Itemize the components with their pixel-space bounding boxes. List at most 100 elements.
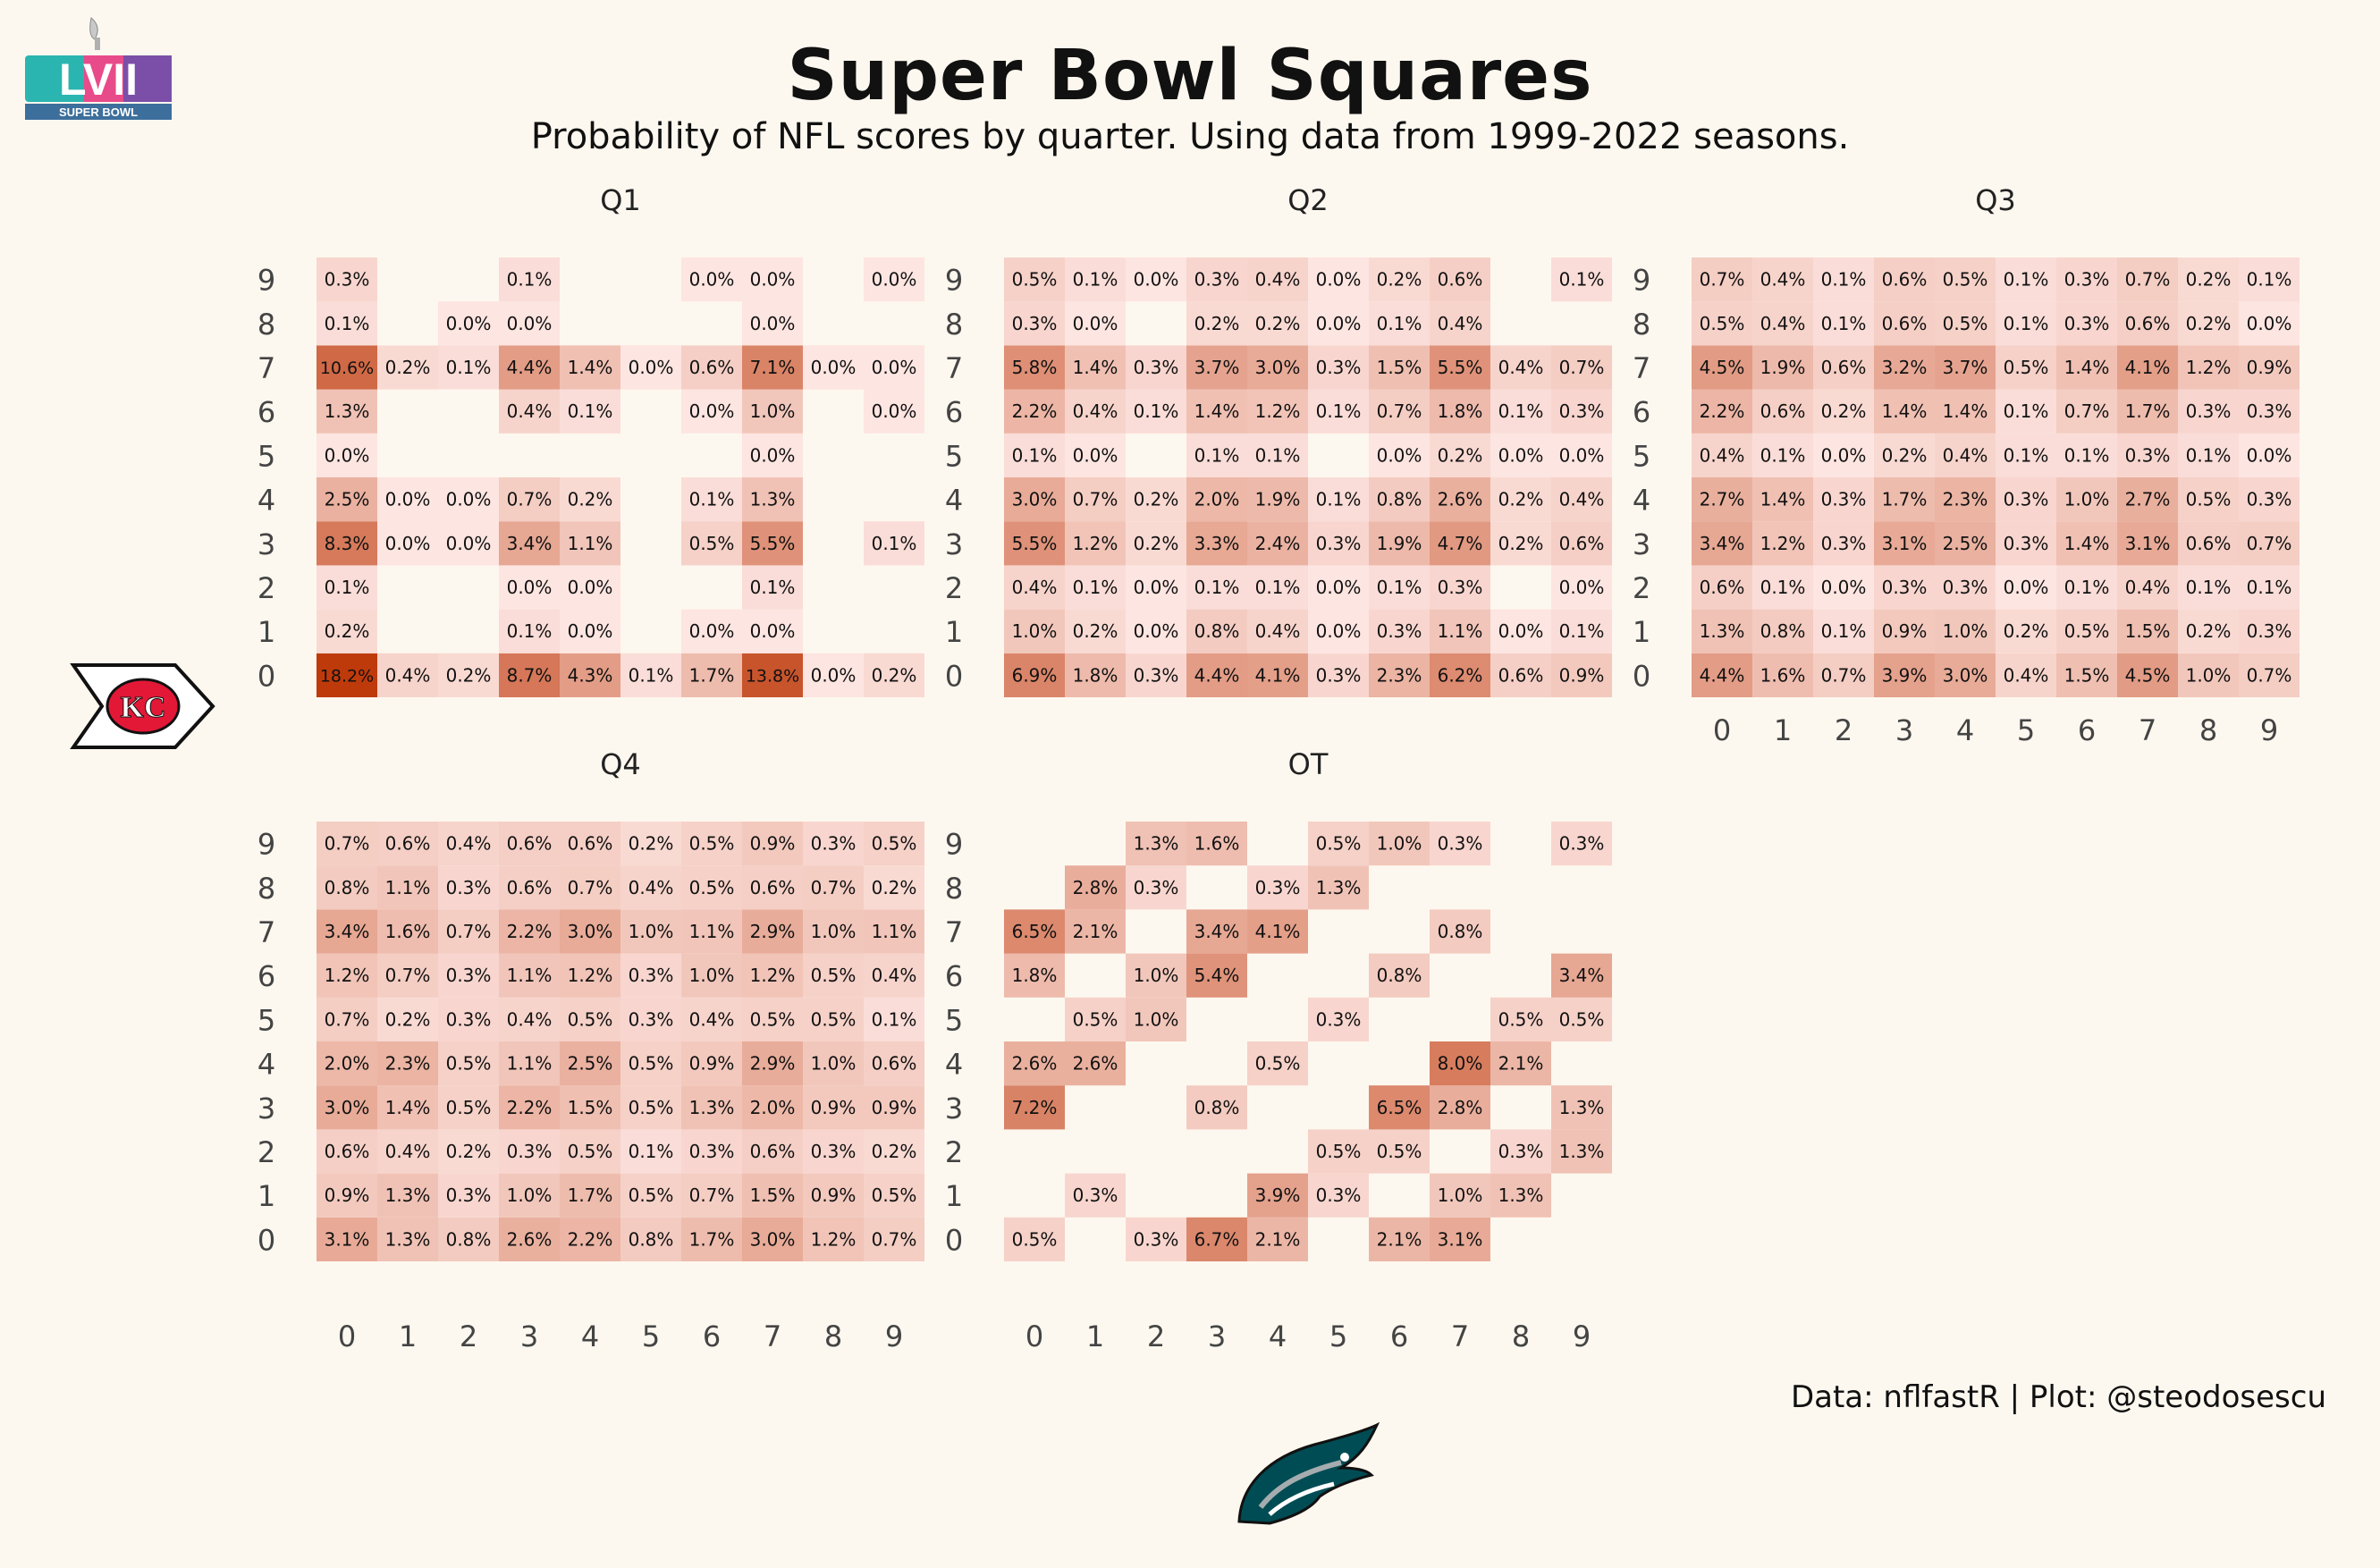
cell-label: 1.2% bbox=[1073, 533, 1118, 554]
heatmap-cell bbox=[499, 1129, 560, 1174]
y-tick-label: 9 bbox=[1633, 264, 1650, 298]
heatmap-cell bbox=[1692, 433, 1752, 477]
cell-label: 1.0% bbox=[629, 921, 674, 942]
cell-label: 0.4% bbox=[2125, 577, 2171, 598]
cell-label: 0.3% bbox=[1438, 833, 1483, 855]
cell-label: 0.0% bbox=[629, 357, 674, 378]
cell-label: 4.1% bbox=[1255, 921, 1301, 942]
heatmap-cell bbox=[1065, 477, 1126, 522]
cell-label: 4.3% bbox=[568, 664, 613, 686]
cell-label: 3.4% bbox=[1559, 965, 1605, 986]
cell-label: 2.1% bbox=[1255, 1228, 1301, 1250]
cell-label: 0.6% bbox=[872, 1053, 917, 1075]
x-tick-label: 4 bbox=[1269, 1319, 1287, 1353]
y-tick-label: 5 bbox=[1633, 439, 1650, 473]
heatmap-cell bbox=[1430, 1085, 1490, 1130]
cell-label: 0.8% bbox=[446, 1228, 492, 1250]
cell-label: 0.1% bbox=[2004, 444, 2049, 466]
cell-label: 0.3% bbox=[629, 1008, 674, 1030]
x-tick-label: 9 bbox=[1573, 1319, 1591, 1353]
heatmap-cell bbox=[1874, 301, 1935, 346]
cell-label: 0.0% bbox=[811, 357, 857, 378]
cell-label: 4.1% bbox=[2125, 357, 2171, 378]
x-tick-label: 4 bbox=[1956, 713, 1974, 747]
cell-label: 1.3% bbox=[1559, 1097, 1605, 1118]
heatmap-cell bbox=[1065, 653, 1126, 697]
cell-label: 1.2% bbox=[811, 1228, 857, 1250]
heatmap-cell bbox=[1490, 345, 1551, 390]
heatmap-cell bbox=[1369, 389, 1430, 434]
x-tick-label: 4 bbox=[581, 1319, 599, 1353]
heatmap-cell bbox=[864, 865, 924, 910]
x-tick-label: 5 bbox=[1329, 1319, 1347, 1353]
cell-label: 0.2% bbox=[385, 357, 431, 378]
cell-label: 0.3% bbox=[2004, 533, 2049, 554]
heatmap-cell bbox=[681, 909, 742, 954]
heatmap-cell bbox=[377, 822, 438, 866]
cell-label: 0.2% bbox=[629, 833, 674, 855]
cell-label: 1.1% bbox=[568, 533, 613, 554]
panel-title: Q1 bbox=[600, 183, 641, 217]
heatmap-cell bbox=[1752, 609, 1813, 653]
cell-label: 0.6% bbox=[750, 1141, 796, 1162]
cell-label: 3.0% bbox=[1943, 664, 1988, 686]
cell-label: 3.9% bbox=[1882, 664, 1928, 686]
cell-label: 1.3% bbox=[1700, 620, 1745, 642]
cell-label: 0.1% bbox=[1559, 620, 1605, 642]
heatmap-cell bbox=[1004, 909, 1065, 954]
x-tick-label: 7 bbox=[764, 1319, 781, 1353]
cell-label: 0.3% bbox=[1134, 877, 1179, 898]
heatmap-cell bbox=[2178, 653, 2239, 697]
cell-label: 2.2% bbox=[1012, 400, 1058, 422]
heatmap-cell bbox=[316, 865, 377, 910]
cell-label: 0.4% bbox=[507, 400, 553, 422]
cell-label: 2.6% bbox=[1438, 489, 1483, 510]
cell-label: 1.0% bbox=[507, 1184, 553, 1206]
heatmap-cell bbox=[438, 1217, 499, 1261]
cell-label: 0.0% bbox=[1377, 444, 1422, 466]
heatmap-cell bbox=[1935, 257, 1996, 302]
y-tick-label: 5 bbox=[945, 1003, 963, 1037]
cell-label: 0.3% bbox=[1498, 1141, 1544, 1162]
cell-label: 5.8% bbox=[1012, 357, 1058, 378]
cell-label: 1.7% bbox=[2125, 400, 2171, 422]
heatmap-cell bbox=[438, 521, 499, 566]
heatmap-cell bbox=[1004, 433, 1065, 477]
y-tick-label: 8 bbox=[257, 872, 275, 906]
heatmap-cell bbox=[742, 609, 803, 653]
heatmap-cell bbox=[803, 909, 864, 954]
heatmap-cell bbox=[1186, 433, 1247, 477]
heatmap-cell bbox=[681, 1041, 742, 1086]
heatmap-cell bbox=[1490, 609, 1551, 653]
cell-label: 0.7% bbox=[446, 921, 492, 942]
cell-label: 0.5% bbox=[2004, 357, 2049, 378]
cell-label: 0.1% bbox=[1134, 400, 1179, 422]
heatmap-cell bbox=[742, 953, 803, 998]
cell-label: 1.3% bbox=[385, 1228, 431, 1250]
heatmap-cell bbox=[742, 1173, 803, 1218]
panel-title: OT bbox=[1288, 747, 1329, 781]
heatmap-cell bbox=[2239, 345, 2300, 390]
cell-label: 0.3% bbox=[1134, 664, 1179, 686]
cell-label: 0.5% bbox=[1012, 1228, 1058, 1250]
heatmap-cell bbox=[1186, 521, 1247, 566]
cell-label: 0.7% bbox=[2064, 400, 2110, 422]
cell-label: 2.0% bbox=[325, 1053, 370, 1075]
cell-label: 0.7% bbox=[811, 877, 857, 898]
heatmap-cell bbox=[742, 389, 803, 434]
cell-label: 0.3% bbox=[2004, 489, 2049, 510]
heatmap-cell bbox=[2056, 653, 2117, 697]
heatmap-cell bbox=[438, 865, 499, 910]
cell-label: 1.4% bbox=[568, 357, 613, 378]
heatmap-cell bbox=[438, 653, 499, 697]
heatmap-cell bbox=[438, 953, 499, 998]
cell-label: 3.2% bbox=[1882, 357, 1928, 378]
heatmap-cell bbox=[1247, 609, 1308, 653]
cell-label: 0.6% bbox=[1700, 577, 1745, 598]
cell-label: 10.6% bbox=[320, 358, 374, 378]
heatmap-cell bbox=[681, 997, 742, 1041]
heatmap-cell bbox=[2178, 345, 2239, 390]
cell-label: 0.2% bbox=[872, 877, 917, 898]
heatmap-cell bbox=[2239, 565, 2300, 610]
x-tick-label: 1 bbox=[1086, 1319, 1104, 1353]
